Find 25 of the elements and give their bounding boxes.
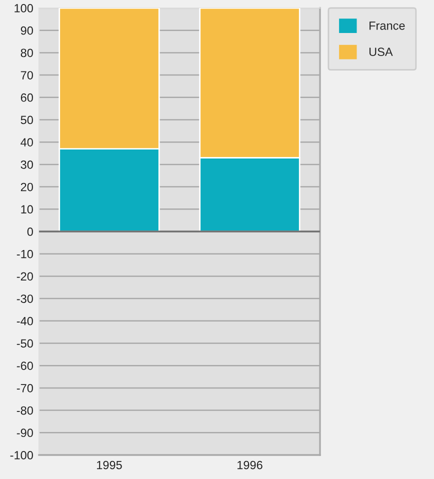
- y-tick-label: 100: [14, 4, 33, 12]
- y-tick-label: -70: [16, 384, 33, 392]
- y-tick-label: -50: [16, 339, 33, 348]
- y-tick-label: 40: [20, 138, 33, 146]
- y-tick-label: -30: [16, 294, 33, 303]
- y-tick-label: -20: [16, 272, 33, 281]
- y-tick-label: -80: [16, 406, 33, 415]
- legend-label: France: [370, 22, 405, 30]
- y-tick-label: 20: [20, 182, 33, 192]
- y-tick-label: 0: [27, 228, 33, 236]
- y-tick-label: 70: [20, 71, 33, 80]
- y-tick-label: 90: [20, 26, 33, 35]
- y-tick-label: 50: [20, 116, 33, 124]
- y-tick-label: -100: [10, 451, 33, 460]
- x-tick-label: 1996: [238, 460, 262, 470]
- y-tick-label: 10: [21, 205, 33, 214]
- y-tick-label: 30: [20, 160, 33, 169]
- legend-label: USA: [369, 48, 393, 56]
- y-tick-label: -40: [16, 316, 33, 326]
- y-tick-label: 80: [20, 48, 33, 58]
- y-tick-label: -90: [16, 428, 33, 438]
- x-tick-label: 1995: [97, 460, 122, 470]
- y-tick-label: 60: [20, 93, 33, 102]
- y-tick-label: -60: [16, 362, 33, 370]
- y-tick-label: -10: [16, 250, 33, 258]
